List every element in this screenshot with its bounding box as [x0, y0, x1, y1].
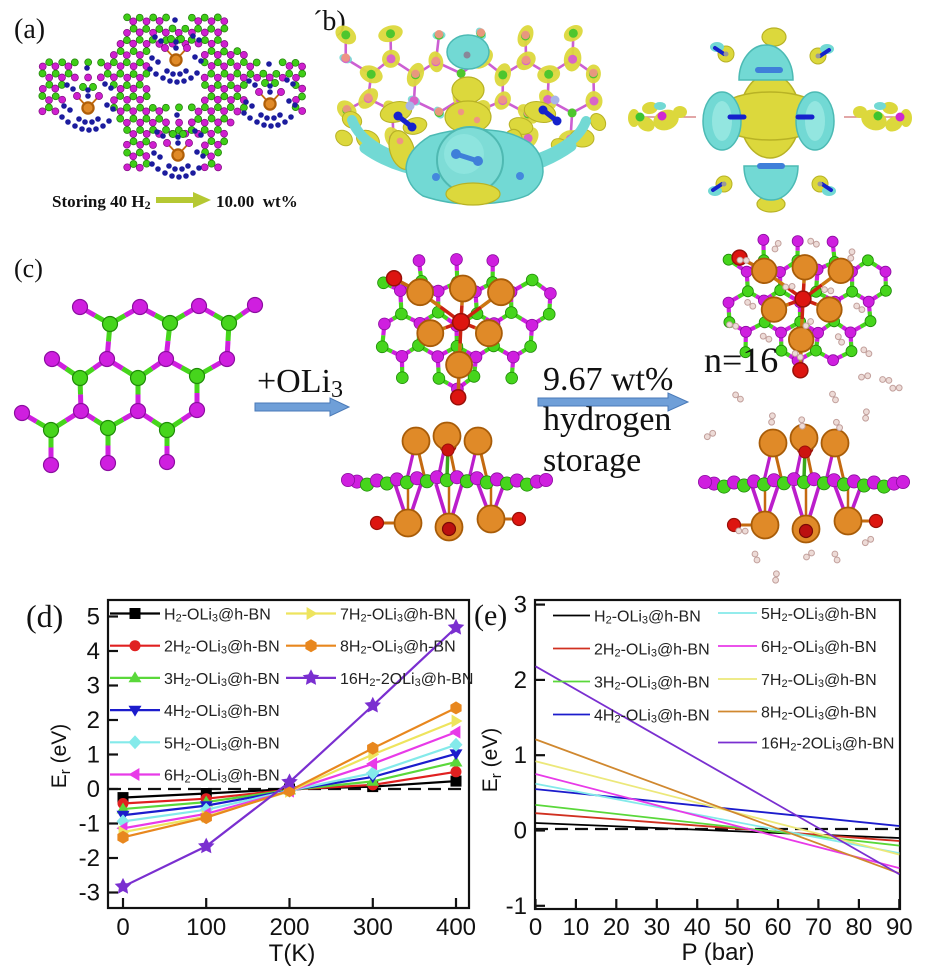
svg-text:(e): (e): [474, 599, 507, 632]
svg-text:Er (eV): Er (eV): [479, 728, 505, 793]
svg-text:10: 10: [563, 914, 590, 941]
svg-text:0: 0: [529, 914, 542, 941]
svg-text:5: 5: [87, 604, 100, 631]
svg-text:storage: storage: [543, 442, 641, 479]
svg-text:3: 3: [87, 673, 100, 700]
svg-text:(a): (a): [14, 14, 45, 45]
svg-text:Er (eV): Er (eV): [48, 724, 74, 789]
svg-text:T(K): T(K): [269, 940, 316, 967]
svg-text:60: 60: [765, 914, 792, 941]
svg-text:0: 0: [116, 914, 129, 941]
svg-text:(c): (c): [14, 254, 43, 283]
svg-text:100: 100: [186, 914, 226, 941]
svg-text:(d): (d): [26, 598, 63, 634]
svg-text:n=16: n=16: [704, 340, 778, 380]
svg-text:40: 40: [684, 914, 711, 941]
svg-text:0: 0: [87, 776, 100, 803]
svg-text:80: 80: [846, 914, 873, 941]
svg-text:hydrogen: hydrogen: [543, 401, 671, 438]
svg-text:4: 4: [87, 638, 100, 665]
svg-text:300: 300: [353, 914, 393, 941]
svg-text:50: 50: [724, 914, 751, 941]
svg-text:1: 1: [87, 742, 100, 769]
svg-text:-2: -2: [79, 845, 100, 872]
svg-text:+OLi3: +OLi3: [257, 363, 343, 403]
svg-text:-1: -1: [506, 893, 527, 920]
svg-text:2: 2: [514, 667, 527, 694]
svg-text:2: 2: [87, 707, 100, 734]
svg-text:9.67 wt%: 9.67 wt%: [543, 361, 673, 398]
svg-text:Storing 40 H2: Storing 40 H2: [52, 192, 151, 212]
svg-text:P (bar): P (bar): [682, 939, 755, 966]
svg-text:1: 1: [514, 742, 527, 769]
svg-text:200: 200: [269, 914, 309, 941]
svg-text:20: 20: [603, 914, 630, 941]
svg-text:70: 70: [805, 914, 832, 941]
svg-text:16H2-2OLi3@h-BN: 16H2-2OLi3@h-BN: [761, 736, 894, 754]
svg-text:16H2-2OLi3@h-BN: 16H2-2OLi3@h-BN: [340, 671, 473, 689]
svg-text:0: 0: [514, 818, 527, 845]
svg-text:400: 400: [436, 914, 476, 941]
svg-text:3: 3: [514, 592, 527, 619]
svg-text:30: 30: [643, 914, 670, 941]
svg-text:10.00 wt%: 10.00 wt%: [216, 192, 298, 211]
svg-text:-3: -3: [79, 880, 100, 907]
svg-text:-1: -1: [79, 811, 100, 838]
svg-text:90: 90: [886, 914, 913, 941]
